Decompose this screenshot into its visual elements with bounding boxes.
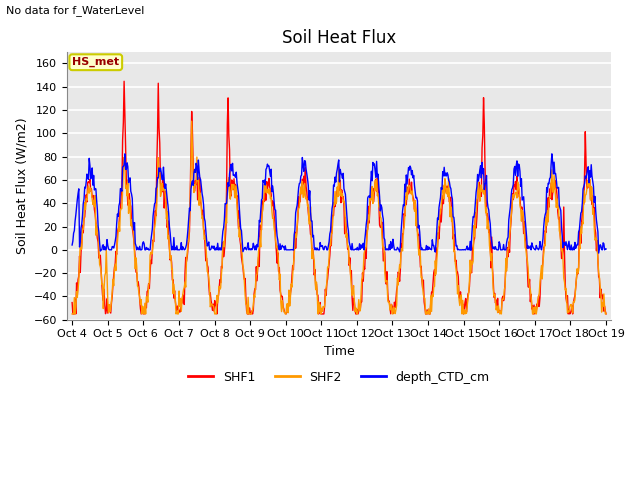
- SHF1: [134, 279, 142, 285]
- SHF2: [68, 311, 76, 317]
- SHF2: [133, 264, 141, 270]
- SHF1: [421, 304, 429, 310]
- Line: SHF2: SHF2: [72, 121, 606, 314]
- depth_CTD_cm: [215, 247, 223, 253]
- Line: SHF1: SHF1: [72, 81, 606, 314]
- depth_CTD_cm: [420, 247, 428, 253]
- SHF1: [79, 222, 86, 228]
- SHF1: [217, 280, 225, 286]
- depth_CTD_cm: [548, 151, 556, 156]
- SHF1: [189, 129, 196, 134]
- Legend: SHF1, SHF2, depth_CTD_cm: SHF1, SHF2, depth_CTD_cm: [184, 366, 495, 389]
- SHF2: [404, 183, 412, 189]
- SHF2: [188, 119, 196, 124]
- depth_CTD_cm: [404, 173, 412, 179]
- SHF1: [68, 300, 76, 305]
- depth_CTD_cm: [133, 247, 141, 253]
- Text: No data for f_WaterLevel: No data for f_WaterLevel: [6, 5, 145, 16]
- SHF2: [216, 287, 224, 292]
- Line: depth_CTD_cm: depth_CTD_cm: [72, 154, 606, 253]
- SHF2: [78, 246, 86, 252]
- Title: Soil Heat Flux: Soil Heat Flux: [282, 29, 396, 48]
- X-axis label: Time: Time: [324, 345, 355, 358]
- depth_CTD_cm: [187, 187, 195, 192]
- Y-axis label: Soil Heat Flux (W/m2): Soil Heat Flux (W/m2): [15, 118, 28, 254]
- SHF2: [420, 295, 428, 301]
- depth_CTD_cm: [68, 242, 76, 248]
- SHF1: [69, 311, 77, 317]
- depth_CTD_cm: [595, 250, 602, 256]
- depth_CTD_cm: [602, 246, 610, 252]
- SHF2: [602, 311, 610, 316]
- SHF2: [187, 168, 195, 173]
- SHF1: [120, 78, 128, 84]
- depth_CTD_cm: [78, 221, 86, 227]
- SHF1: [406, 176, 413, 182]
- Text: HS_met: HS_met: [72, 57, 119, 67]
- SHF1: [602, 311, 610, 317]
